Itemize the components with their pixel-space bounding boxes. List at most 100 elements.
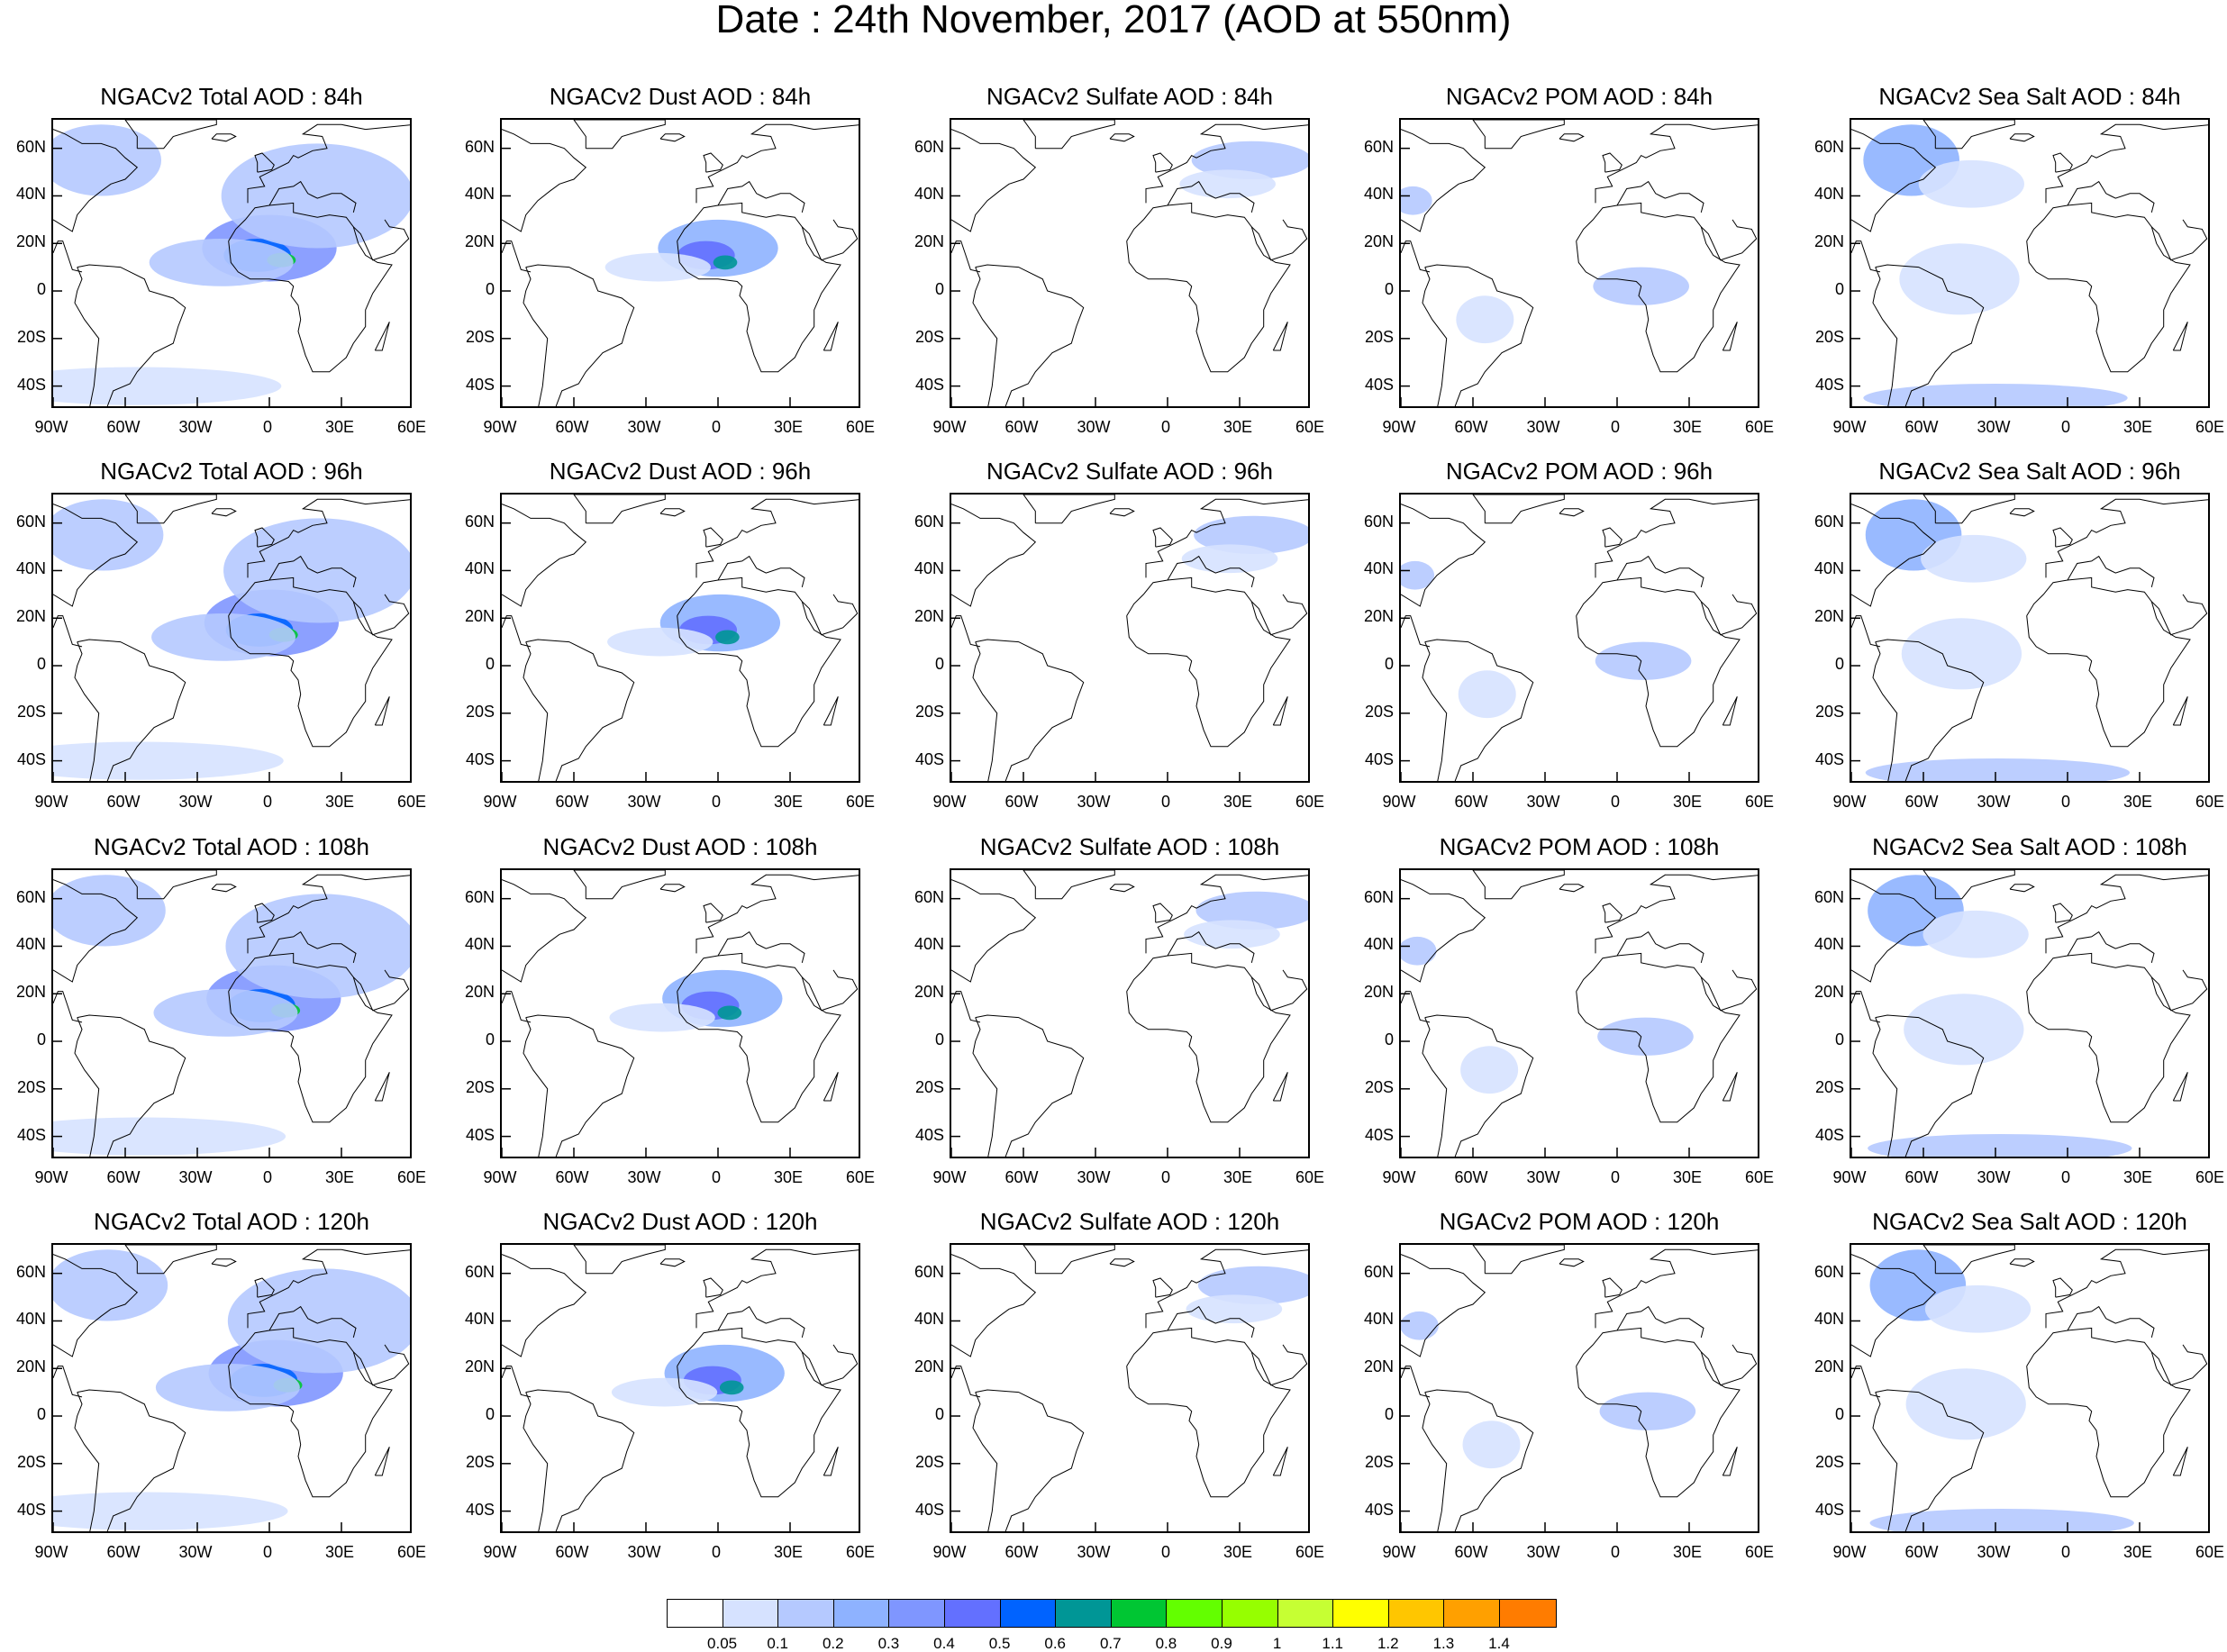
coastline-north-america [951,879,1037,983]
lat-tick-label: 20N [1363,607,1394,626]
coastline-britain [703,527,723,548]
lat-tick-label: 20N [15,983,46,1002]
lat-tick-label: 20N [464,232,495,251]
aod-plume [1195,891,1308,930]
coastline-britain [254,152,275,173]
coastline-europe [1595,1248,1758,1329]
lat-tick-label: 60N [464,887,495,906]
lon-tick-label: 30W [1077,793,1111,811]
coastline-greenland [1472,870,1565,900]
lat-tick-label: 0 [1384,655,1394,674]
lon-tick-label: 60W [555,793,589,811]
lon-tick-label: 90W [932,1543,967,1561]
lon-tick-label: 60E [845,418,876,436]
lon-tick-label: 0 [1610,793,1620,811]
coastline-britain [1152,152,1173,173]
lat-tick-label: 40S [16,749,46,768]
lon-tick-label: 30E [324,793,355,811]
lat-tick-label: 20S [465,327,495,346]
lat-tick-label: 40S [914,749,944,768]
coastline-iceland [2009,508,2035,517]
colorbar-swatch [889,1600,945,1627]
lat-tick-label: 20S [1814,1077,1844,1096]
coastline-greenland [573,1245,666,1275]
coastline-britain [1602,527,1623,548]
lat-tick-label: 40S [465,1125,495,1144]
lon-tick-label: 30W [1977,418,2011,436]
lat-tick-label: 0 [934,280,944,299]
lon-tick-label: 30E [1223,793,1253,811]
aod-plume [1191,141,1308,179]
coastline-madagascar [1722,696,1738,726]
lon-tick-label: 90W [483,418,517,436]
coastline-britain [1602,903,1623,923]
aod-plume [719,1380,744,1395]
colorbar-swatch [723,1600,779,1627]
coastline-europe [1595,498,1758,578]
aod-plume [1868,1133,2132,1157]
lat-tick-label: 0 [36,655,46,674]
lat-tick-label: 20S [914,327,944,346]
coastline-greenland [573,495,666,524]
coastline-africa [677,1327,841,1498]
aod-plume [1401,936,1437,966]
coastline-africa [1576,1327,1741,1498]
lat-tick-label: 40S [16,1500,46,1519]
lat-tick-label: 0 [485,280,495,299]
lat-tick-label: 40N [15,185,46,204]
pom-aod-map [1399,868,1759,1158]
aod-plume [1899,243,2020,315]
lat-tick-label: 20S [16,1452,46,1471]
coastline-mediterranean-north [1167,930,1255,964]
coastline-mediterranean-north [1167,1305,1255,1339]
lat-tick-label: 40N [914,185,944,204]
coastline-africa [228,1327,393,1498]
coastline-mediterranean-north [1167,555,1255,588]
coastline-south-america [972,264,1085,406]
lat-tick-label: 40S [16,1125,46,1144]
lat-tick-label: 40N [1813,1310,1844,1329]
aod-plume [1462,1421,1521,1469]
panel-title: NGACv2 POM AOD : 84h [1445,83,1713,110]
lat-tick-label: 40N [464,1310,495,1329]
coastline-arabia [2150,1344,2208,1386]
seasalt-map-canvas [1851,120,2208,406]
panel-title: NGACv2 Total AOD : 120h [94,1208,369,1235]
lat-tick-label: 20N [15,607,46,626]
lat-tick-label: 20N [15,232,46,251]
colorbar-label: 0.9 [1211,1635,1232,1652]
lon-tick-label: 0 [2060,793,2070,811]
lat-tick-label: 0 [1834,655,1844,674]
colorbar-label: 0.8 [1155,1635,1177,1652]
coastline-south-america [1872,639,1985,781]
lat-tick-label: 40N [1363,559,1394,578]
coastline-north-america [1401,129,1486,232]
lon-tick-label: 90W [34,793,68,811]
lat-tick-label: 0 [36,280,46,299]
colorbar-swatch [833,1600,890,1627]
lat-tick-label: 20N [1813,607,1844,626]
coastline-mediterranean-north [268,930,357,964]
lon-tick-label: 60E [2195,1168,2225,1186]
lat-tick-label: 20N [464,1357,495,1376]
lon-tick-label: 60E [396,418,427,436]
colorbar-label: 0.3 [877,1635,900,1652]
coastline-south-america [523,1389,635,1531]
aod-plume [155,1363,300,1411]
lat-tick-label: 40N [1813,559,1844,578]
coastline-madagascar [1722,322,1738,351]
total-aod-map [51,868,412,1158]
coastline-europe [2045,1248,2208,1329]
lat-tick-label: 20S [16,1077,46,1096]
lat-tick-label: 0 [934,1030,944,1049]
lat-tick-label: 0 [1384,280,1394,299]
lon-tick-label: 90W [932,1168,967,1186]
lon-tick-label: 60W [1904,1168,1939,1186]
coastline-britain [1152,903,1173,923]
colorbar-label: 0.1 [767,1635,789,1652]
coastline-africa [1576,952,1741,1123]
coastline-mediterranean-north [717,555,805,588]
lat-tick-label: 20S [16,327,46,346]
aod-plume [149,238,294,286]
lat-tick-label: 40N [464,935,495,954]
